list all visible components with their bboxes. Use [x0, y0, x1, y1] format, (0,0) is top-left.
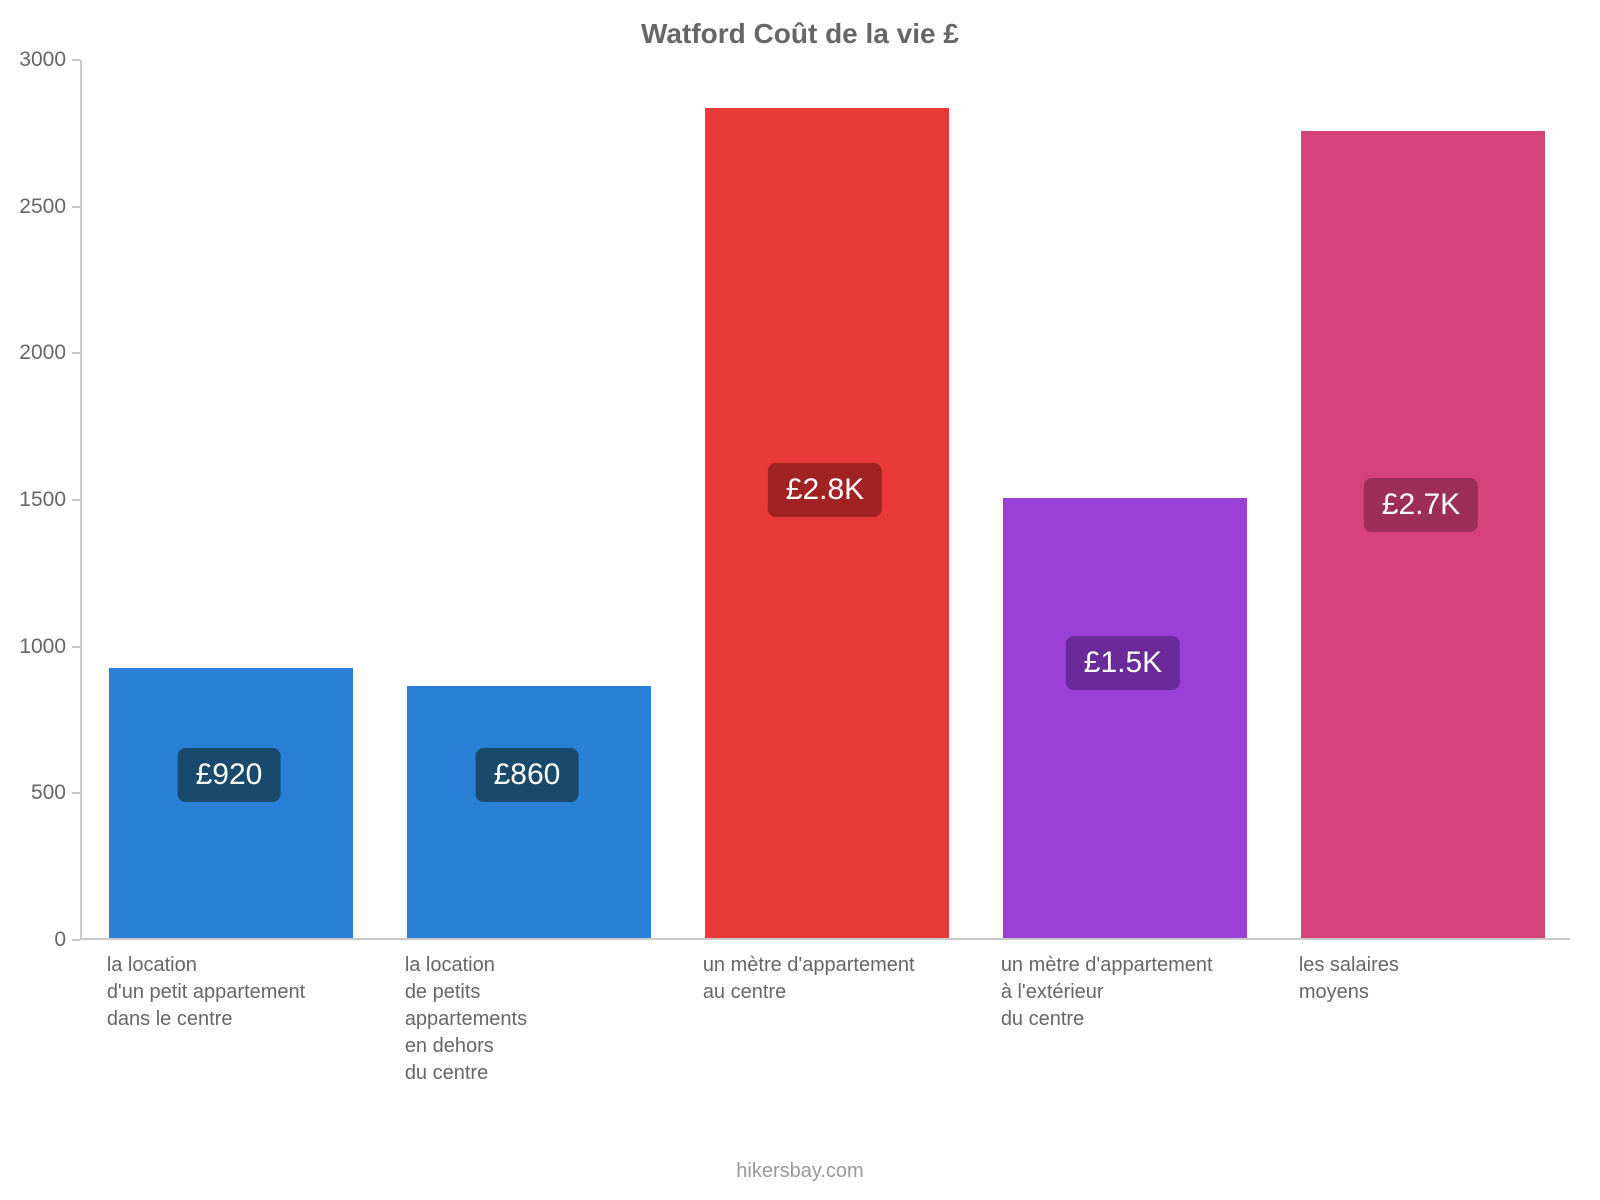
bar	[705, 108, 949, 938]
y-tick-mark	[72, 59, 80, 61]
x-tick-label: un mètre d'appartement au centre	[703, 952, 947, 1006]
x-tick-label: un mètre d'appartement à l'extérieur du …	[1001, 952, 1245, 1033]
y-tick-label: 1000	[19, 635, 66, 659]
x-tick-label: la location d'un petit appartement dans …	[107, 952, 351, 1033]
y-tick-mark	[72, 352, 80, 354]
value-badge: £2.8K	[768, 463, 882, 517]
y-tick-label: 0	[54, 928, 66, 952]
value-badge: £920	[178, 748, 281, 802]
bar	[1301, 131, 1545, 938]
y-tick-mark	[72, 792, 80, 794]
y-tick-mark	[72, 939, 80, 941]
y-tick-mark	[72, 646, 80, 648]
bar	[1003, 498, 1247, 938]
footer-credit: hikersbay.com	[0, 1160, 1600, 1183]
chart-title: Watford Coût de la vie £	[0, 18, 1600, 50]
x-tick-label: la location de petits appartements en de…	[405, 952, 649, 1087]
value-badge: £1.5K	[1066, 636, 1180, 690]
y-tick-label: 2000	[19, 341, 66, 365]
y-tick-mark	[72, 206, 80, 208]
y-tick-label: 1500	[19, 488, 66, 512]
y-tick-label: 500	[31, 781, 66, 805]
y-tick-label: 3000	[19, 48, 66, 72]
bar	[407, 686, 651, 938]
value-badge: £2.7K	[1364, 478, 1478, 532]
value-badge: £860	[476, 748, 579, 802]
y-tick-mark	[72, 499, 80, 501]
y-tick-label: 2500	[19, 195, 66, 219]
bar	[109, 668, 353, 938]
x-tick-label: les salaires moyens	[1299, 952, 1543, 1006]
